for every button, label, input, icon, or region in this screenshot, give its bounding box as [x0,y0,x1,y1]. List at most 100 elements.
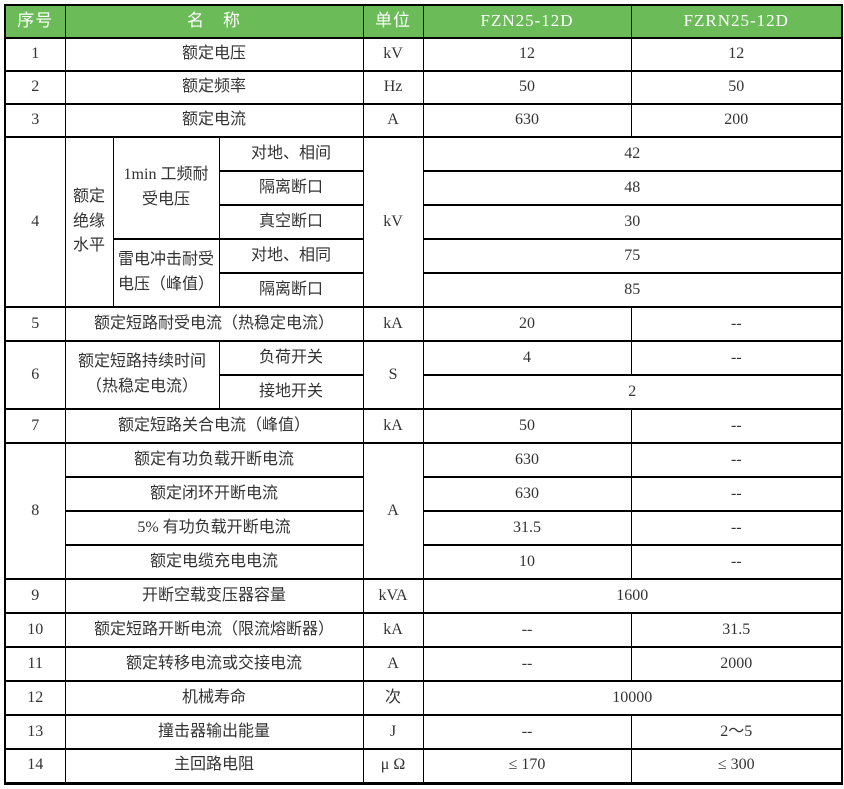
row-8-sub-4-label: 额定电缆充电电流 [64,544,364,580]
row-5-unit: kA [362,306,424,342]
row-13-label: 撞击器输出能量 [64,714,364,750]
row-5-value-fzn25: 20 [422,306,632,342]
row-8-unit: A [362,442,424,580]
row-11-no: 11 [4,646,66,682]
row-10-no: 10 [4,612,66,648]
row-7-no: 7 [4,408,66,444]
row-5-label: 额定短路耐受电流（热稳定电流） [64,306,364,342]
table-row: 6 额定短路持续时间（热稳定电流） 负荷开关 S 4 -- [4,340,843,410]
header-row: 序号 名 称 单位 FZN25-12D FZRN25-12D [4,4,843,39]
row-8-no: 8 [4,442,66,580]
row-13-no: 13 [4,714,66,750]
row-11-label: 额定转移电流或交接电流 [64,646,364,682]
row-9-value: 1600 [422,578,843,614]
row-2-unit: Hz [362,70,424,105]
table-row: 5% 有功负载开断电流 31.5 -- [5,510,843,546]
header-model-fzn25: FZN25-12D [422,4,632,39]
row-3-label: 额定电流 [64,103,364,138]
row-1-no: 1 [4,37,66,72]
row-11-value-fzrn25: 2000 [630,646,843,682]
row-7-value-fzrn25: -- [630,408,843,444]
row-6-unit: S [362,340,424,410]
table-row: 额定闭环开断电流 630 -- [5,476,843,512]
row-7-label: 额定短路关合电流（峰值） [64,408,364,444]
row-10-value-fzn25: -- [422,612,632,648]
row-6-no: 6 [4,340,66,410]
row-2-label: 额定频率 [64,70,364,105]
row-2-no: 2 [4,70,66,105]
table-row: 10 额定短路开断电流（限流熔断器） kA -- 31.5 [4,612,843,648]
row-4-sub-1-value: 42 [422,136,843,172]
row-10-label: 额定短路开断电流（限流熔断器） [64,612,364,648]
row-4-sub-2-value: 48 [422,170,843,206]
row-9-no: 9 [4,578,66,614]
row-8-sub-2-value-fzrn25: -- [630,476,843,512]
row-10-value-fzrn25: 31.5 [630,612,843,648]
table-row: 11 额定转移电流或交接电流 A -- 2000 [4,646,843,682]
row-12-no: 12 [4,680,66,716]
row-5-no: 5 [4,306,66,342]
table-row: 14 主回路电阻 μ Ω ≤ 170 ≤ 300 [4,748,843,784]
row-8-sub-4-value-fzn25: 10 [422,544,632,580]
row-7-unit: kA [362,408,424,444]
row-5-value-fzrn25: -- [630,306,843,342]
row-12-label: 机械寿命 [64,680,364,716]
row-8-sub-2-label: 额定闭环开断电流 [64,476,364,512]
row-4-group-lightning: 雷电冲击耐受电压（峰值） [112,238,220,308]
row-8-sub-3-label: 5% 有功负载开断电流 [64,510,364,546]
row-4-unit: kV [362,136,424,308]
row-6-sub-1-label: 负荷开关 [218,340,364,376]
row-9-unit: kVA [362,578,424,614]
table-row: 4 额定绝缘水平 1min 工频耐受电压 对地、相间 kV 42 [4,136,843,308]
table-row: 额定电缆充电电流 10 -- [5,544,843,580]
row-11-unit: A [362,646,424,682]
row-11-value-fzn25: -- [422,646,632,682]
row-4-group-power-freq: 1min 工频耐受电压 [112,136,220,240]
table-row: 9 开断空载变压器容量 kVA 1600 [4,578,843,614]
row-7-value-fzn25: 50 [422,408,632,444]
row-14-value-fzrn25: ≤ 300 [630,748,843,784]
row-4-sub-5-label: 隔离断口 [218,272,364,308]
row-14-value-fzn25: ≤ 170 [422,748,632,784]
row-13-value-fzrn25: 2～5 [630,714,843,750]
row-6-sub-2-value: 2 [422,374,843,410]
row-6-sub-1-value-fzn25: 4 [422,340,632,376]
spec-table: 序号 名 称 单位 FZN25-12D FZRN25-12D 1 额定电压 kV… [4,4,844,785]
table-row: 接地开关 2 [5,374,843,410]
row-4-sub-1-label: 对地、相间 [218,136,364,172]
row-4-sub-3-label: 真空断口 [218,204,364,240]
row-4-no: 4 [4,136,66,308]
row-8-sub-3-value-fzn25: 31.5 [422,510,632,546]
row-2-value-fzn25: 50 [422,70,632,105]
row-14-label: 主回路电阻 [64,748,364,784]
row-4-sub-4-value: 75 [422,238,843,274]
row-9-label: 开断空载变压器容量 [64,578,364,614]
row-12-value: 10000 [422,680,843,716]
row-13-unit: J [362,714,424,750]
header-unit: 单位 [362,4,424,39]
row-6-sub-1-value-fzrn25: -- [630,340,843,376]
table-row: 3 额定电流 A 630 200 [4,103,843,138]
table-row: 2 额定频率 Hz 50 50 [4,70,843,105]
row-2-value-fzrn25: 50 [630,70,843,105]
table-row: 隔离断口 85 [5,272,843,308]
row-4-sub-4-label: 对地、相同 [218,238,364,274]
row-6-sub-2-label: 接地开关 [218,374,364,410]
table-row: 隔离断口 48 [5,170,843,206]
table-row: 8 额定有功负载开断电流 A 630 -- [4,442,843,580]
table-row: 12 机械寿命 次 10000 [4,680,843,716]
table-row: 真空断口 30 [5,204,843,240]
row-1-value-fzn25: 12 [422,37,632,72]
table-row: 13 撞击器输出能量 J -- 2～5 [4,714,843,750]
row-6-label: 额定短路持续时间（热稳定电流） [64,340,220,410]
row-4-sub-3-value: 30 [422,204,843,240]
header-seq: 序号 [4,4,66,39]
header-model-fzrn25: FZRN25-12D [630,4,843,39]
header-name: 名 称 [64,4,364,39]
row-3-unit: A [362,103,424,138]
row-1-value-fzrn25: 12 [630,37,843,72]
row-8-sub-1-label: 额定有功负载开断电流 [64,442,364,478]
row-1-label: 额定电压 [64,37,364,72]
row-1-unit: kV [362,37,424,72]
